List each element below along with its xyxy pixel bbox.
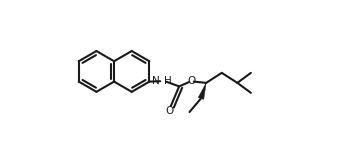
Text: O: O [187,76,195,86]
Polygon shape [198,83,206,99]
Text: N: N [152,76,160,86]
Text: H: H [163,76,171,86]
Text: O: O [166,106,174,116]
